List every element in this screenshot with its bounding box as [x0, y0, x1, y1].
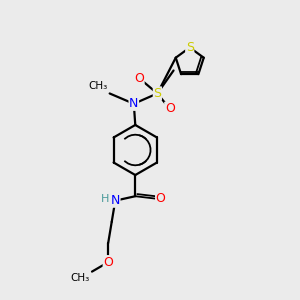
Text: N: N	[129, 97, 139, 110]
Text: O: O	[134, 72, 144, 85]
Text: S: S	[153, 87, 161, 100]
Text: S: S	[186, 41, 194, 54]
Text: H: H	[100, 194, 109, 204]
Text: N: N	[111, 194, 120, 207]
Text: CH₃: CH₃	[70, 273, 90, 283]
Text: CH₃: CH₃	[88, 81, 107, 91]
Text: O: O	[165, 102, 175, 115]
Text: O: O	[103, 256, 113, 269]
Text: O: O	[156, 192, 166, 205]
